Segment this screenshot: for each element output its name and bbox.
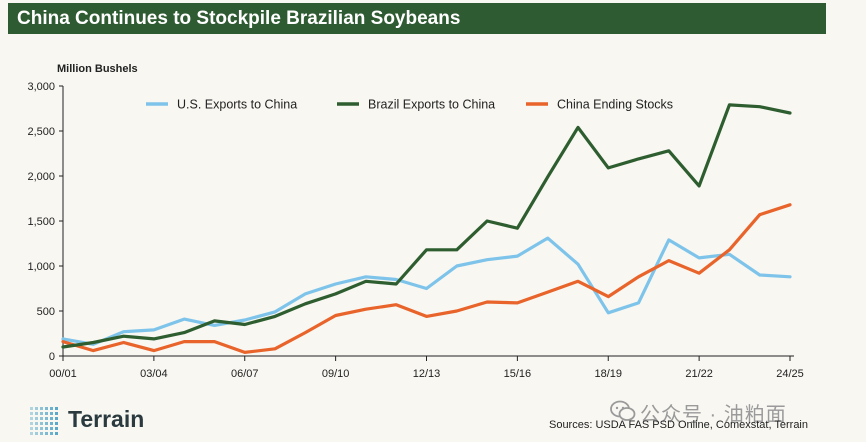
y-tick-label: 2,500	[27, 126, 55, 138]
series-line-china-ending-stocks	[61, 203, 792, 354]
chart-title: China Continues to Stockpile Brazilian S…	[8, 3, 826, 34]
x-tick-label: 12/13	[413, 368, 441, 380]
x-tick-label: 06/07	[231, 368, 259, 380]
y-tick-label: 1,500	[27, 216, 55, 228]
series-line-brazil-exports-to-china	[61, 103, 792, 349]
y-tick-label: 500	[37, 306, 55, 318]
wechat-icon	[610, 400, 636, 421]
terrain-logo: Terrain	[30, 404, 170, 435]
y-tick-label: 1,000	[27, 261, 55, 273]
legend-label: China Ending Stocks	[557, 98, 673, 112]
legend-label: U.S. Exports to China	[177, 98, 297, 112]
x-tick-label: 09/10	[322, 368, 350, 380]
y-tick-label: 0	[49, 351, 55, 363]
x-tick-label: 21/22	[685, 368, 713, 380]
watermark-text: 公众号 · 油粕面	[640, 404, 787, 426]
x-tick-label: 15/16	[504, 368, 532, 380]
x-tick-label: 03/04	[140, 368, 168, 380]
logo-text: Terrain	[68, 406, 145, 432]
x-tick-label: 00/01	[49, 368, 77, 380]
legend-label: Brazil Exports to China	[368, 98, 495, 112]
y-tick-label: 2,000	[27, 171, 55, 183]
y-axis-label: Million Bushels	[57, 63, 138, 75]
y-tick-label: 3,000	[27, 81, 55, 93]
x-tick-label: 18/19	[594, 368, 622, 380]
sources-note: Sources: USDA FAS PSD Online, Comexstat,…	[548, 419, 808, 431]
x-tick-label: 24/25	[776, 368, 804, 380]
series-line-u-s-exports-to-china	[61, 236, 792, 346]
